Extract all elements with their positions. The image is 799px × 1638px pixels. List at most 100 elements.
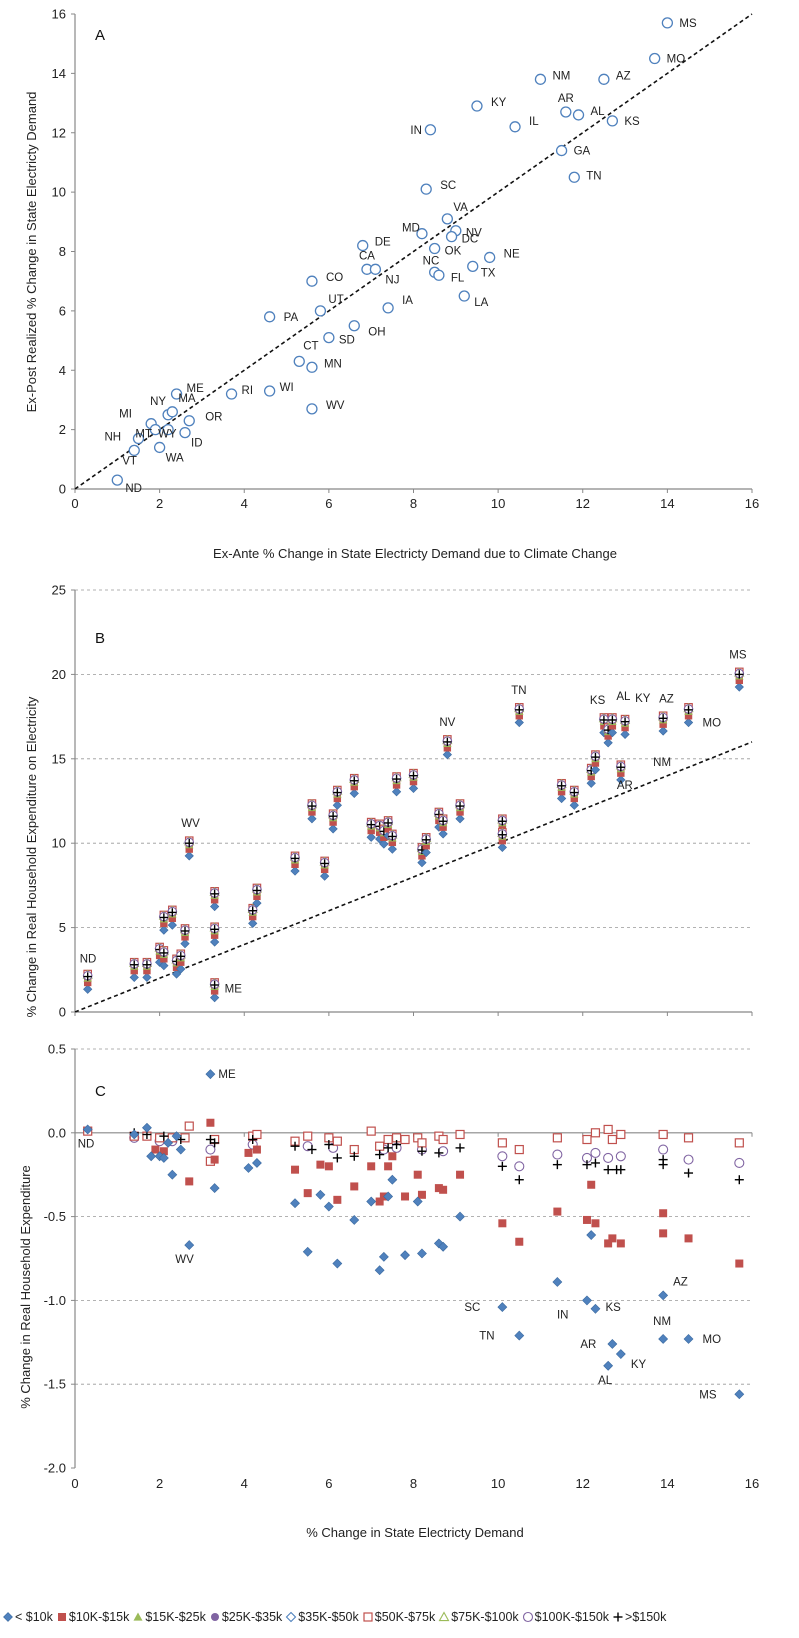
panel-a-label-wy: WY [158, 429, 177, 441]
panel-c-point--50k-75k [438, 1134, 448, 1145]
panel-c-point--50k-75k [683, 1133, 694, 1143]
panel-a-y-tick-label: 16 [52, 7, 66, 22]
panel-b-marker [570, 794, 578, 803]
panel-b-marker [320, 871, 330, 881]
panel-c-label-nm: NM [653, 1316, 671, 1328]
panel-b-marker [684, 705, 693, 715]
panel-c-series [151, 1118, 744, 1268]
panel-b-marker [735, 676, 744, 685]
panel-a-point-vt [128, 444, 140, 457]
panel-a-label-sc: SC [440, 180, 456, 192]
panel-b-marker [349, 788, 359, 799]
panel-a-label-wv: WV [326, 400, 345, 412]
panel-a-x-tick-label: 12 [576, 496, 590, 511]
panel-b-marker [130, 960, 139, 969]
panel-a-point-nh [132, 432, 145, 445]
panel-c-point--50k-75k [375, 1141, 385, 1151]
panel-c-point--10k-15k [151, 1145, 160, 1154]
panel-b-state-group [734, 667, 745, 692]
panel-b-marker [384, 825, 392, 833]
panel-c-point--10k [167, 1169, 178, 1180]
legend-item: $10K-$15k [56, 1610, 129, 1624]
panel-b-marker [252, 886, 262, 895]
panel-b-y-tick-label: 0 [59, 1005, 66, 1020]
panel-a-y-tick-label: 14 [52, 66, 66, 81]
panel-c-point--100k-150k [734, 1157, 745, 1169]
panel-a-label-mi: MI [119, 409, 132, 421]
panel-a-label-de: DE [375, 237, 391, 249]
panel-a-label-ks: KS [624, 116, 640, 128]
panel-b-state-group [332, 785, 343, 810]
panel-c-point--100k-150k [552, 1149, 563, 1160]
panel-b-marker [291, 860, 299, 868]
panel-a-label-ga: GA [574, 146, 591, 158]
panel-a-label-in: IN [410, 125, 422, 137]
panel-a-label-ne: NE [504, 248, 520, 260]
panel-c-point--10k-15k [582, 1215, 591, 1224]
panel-b-label: B [95, 630, 105, 647]
panel-b-state-group [454, 799, 466, 824]
panel-c-point--10k-15k [439, 1185, 448, 1194]
panel-a-label-mo: MO [667, 54, 686, 66]
legend-item: $75K-$100k [438, 1610, 519, 1624]
panel-c-point--150k [324, 1140, 334, 1150]
panel-b-marker [497, 842, 507, 853]
panel-a-label-la: LA [474, 297, 488, 309]
panel-a-point-al [572, 109, 585, 121]
panel-c-point--10k [734, 1389, 745, 1400]
panel-c-point--50k-75k [497, 1138, 507, 1148]
panel-a-label-me: ME [187, 383, 205, 395]
panel-b-state-group [607, 712, 618, 738]
panel-c-point--10k-15k [413, 1170, 422, 1179]
legend-label: $25K-$35k [221, 1610, 283, 1624]
panel-b-marker [380, 833, 388, 841]
panel-b-marker [350, 776, 359, 785]
panel-a-point-co [306, 275, 318, 287]
panel-b-marker [734, 682, 744, 692]
panel-c-point--10k-15k [515, 1237, 524, 1246]
panel-a-point-ut [314, 305, 327, 317]
panel-c-point--10k [290, 1198, 300, 1209]
panel-a-y-tick-label: 8 [59, 244, 66, 259]
panel-c-point--10k-15k [498, 1219, 507, 1228]
panel-a-label-nj: NJ [385, 274, 399, 286]
panel-b-marker [168, 914, 177, 923]
panel-b-label-wv: WV [181, 818, 200, 830]
panel-a-point-md [416, 228, 428, 240]
legend-item: $100K-$150k [522, 1610, 609, 1624]
panel-b-marker [608, 715, 617, 725]
panel-a-label: A [95, 27, 105, 44]
panel-c-point--10k-15k [206, 1118, 215, 1127]
panel-b-state-group [251, 883, 263, 908]
panel-c-label-tn: TN [479, 1331, 494, 1343]
panel-b-marker [177, 958, 185, 966]
panel-c-point--150k [349, 1151, 359, 1161]
panel-c-label-me: ME [218, 1069, 236, 1081]
panel-b-marker [367, 826, 375, 835]
panel-a-label-tn: TN [586, 170, 601, 182]
panel-c-label-az: AZ [673, 1276, 688, 1288]
panel-b-marker [210, 937, 220, 947]
panel-b-y-tick-label: 25 [52, 583, 66, 598]
panel-a-y-axis-label: Ex-Post Realized % Change in State Elect… [24, 92, 39, 413]
panel-c-point--10k [683, 1334, 694, 1344]
panel-a-label-or: OR [205, 412, 222, 424]
panel-a-point-mo [649, 52, 661, 65]
panel-b-y-tick-label: 15 [52, 751, 66, 766]
panel-c-point--10k-15k [324, 1162, 333, 1171]
panel-c-point--10k-15k [604, 1239, 613, 1248]
panel-a-point-ky [471, 100, 483, 112]
panel-b-marker [83, 978, 92, 987]
panel-c-point--10k [590, 1303, 601, 1314]
panel-c-point--50k-75k [155, 1133, 165, 1143]
panel-b-marker [307, 814, 317, 824]
panel-b-state-group [247, 903, 258, 929]
panel-c-point--10k [146, 1151, 157, 1162]
panel-c-point--10k [129, 1129, 140, 1140]
panel-c-point--150k [307, 1145, 317, 1155]
panel-b-marker [129, 972, 139, 983]
panel-b-label-nm: NM [653, 757, 671, 769]
panel-b-marker [159, 925, 169, 935]
panel-b-state-group [167, 905, 178, 930]
